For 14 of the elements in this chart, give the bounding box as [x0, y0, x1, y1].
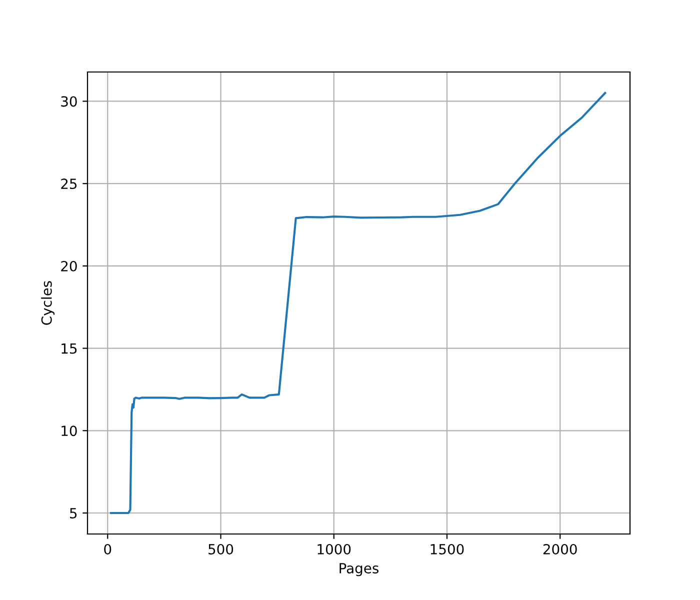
y-tick-label: 10 — [62, 426, 77, 436]
y-tick-label: 30 — [61, 96, 77, 107]
x-tick-label: 2000 — [543, 544, 577, 554]
y-tick-label: 20 — [61, 260, 77, 272]
x-tick-label: 500 — [208, 544, 234, 554]
y-tick-label: 5 — [70, 508, 77, 518]
x-axis-title: Pages — [340, 563, 378, 576]
x-tick-label: 1500 — [430, 544, 464, 554]
x-tick-label: 1000 — [318, 544, 351, 554]
line-series — [110, 92, 606, 514]
y-tick-label: 15 — [62, 343, 77, 354]
x-tick-label: 0 — [104, 544, 112, 554]
y-axis-title: Cycles — [41, 281, 55, 325]
y-tick-label: 25 — [61, 178, 77, 190]
